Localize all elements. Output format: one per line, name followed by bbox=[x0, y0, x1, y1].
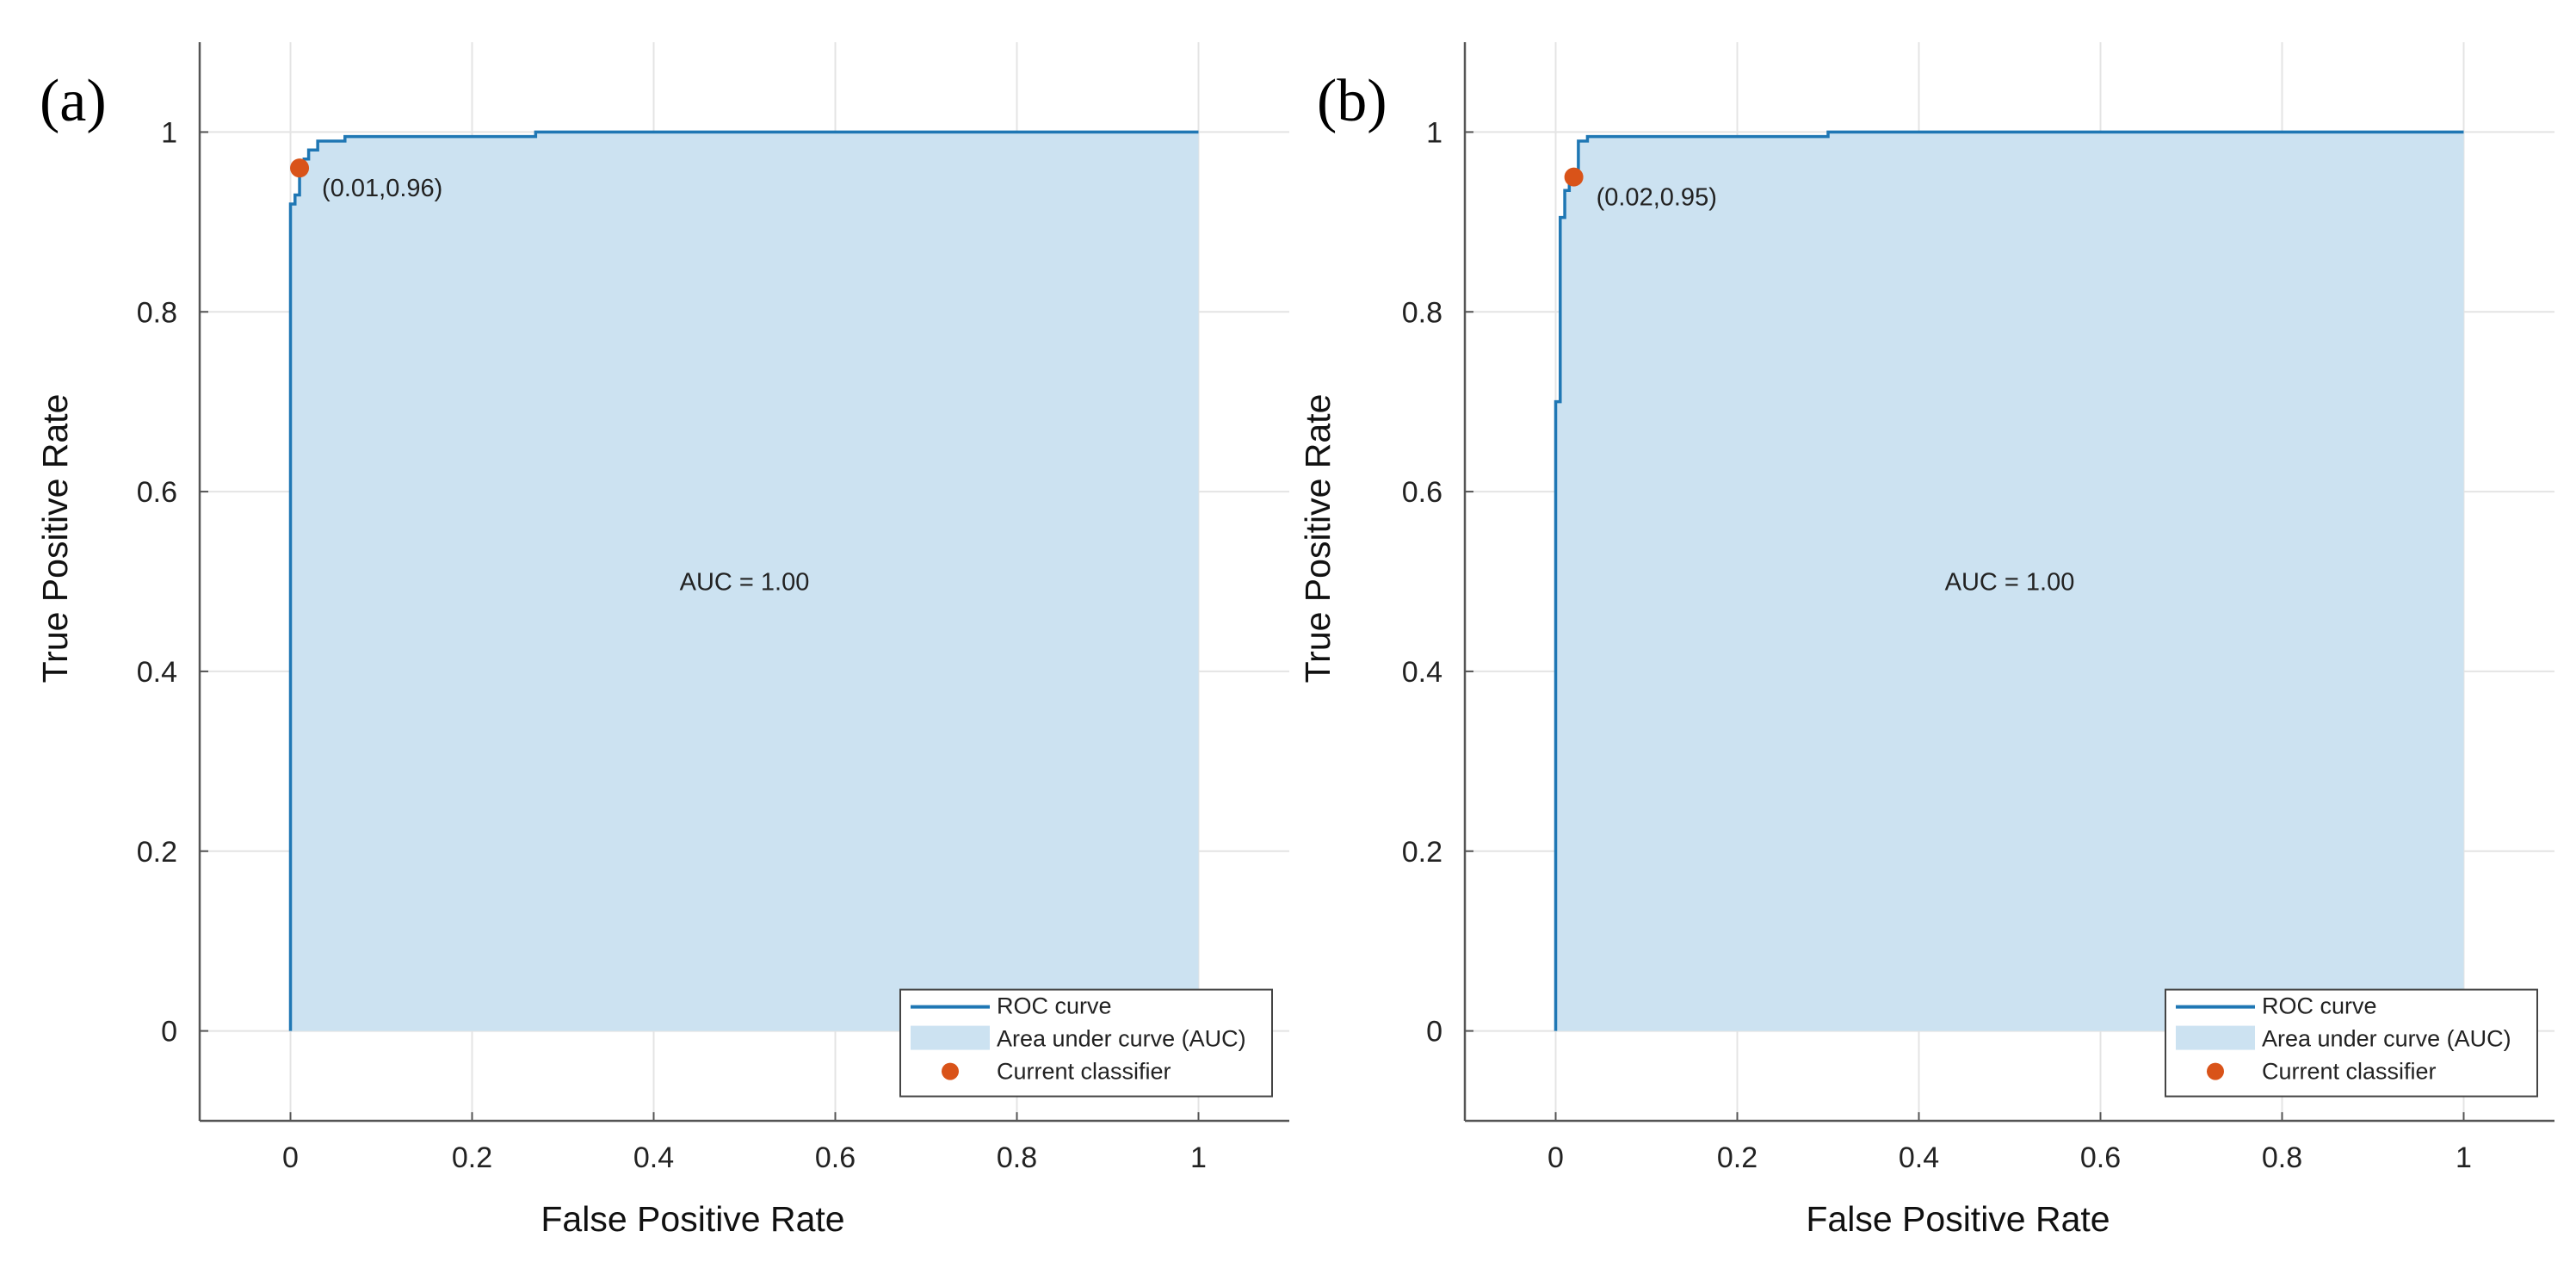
legend-classifier-swatch bbox=[2207, 1062, 2224, 1080]
x-axis-title: False Positive Rate bbox=[541, 1199, 844, 1239]
auc-label: AUC = 1.00 bbox=[1945, 569, 2075, 597]
auc-area bbox=[1555, 132, 2464, 1031]
legend: ROC curve Area under curve (AUC) Current c… bbox=[899, 988, 1273, 1098]
legend: ROC curve Area under curve (AUC) Current c… bbox=[2165, 988, 2538, 1098]
classifier-point-label: (0.02,0.95) bbox=[1597, 184, 1717, 212]
auc-area bbox=[290, 132, 1199, 1031]
legend-classifier-swatch bbox=[942, 1062, 959, 1080]
x-tick-label: 1 bbox=[1190, 1141, 1207, 1174]
legend-entry: ROC curve bbox=[997, 993, 1112, 1019]
y-tick-label: 0.6 bbox=[1402, 476, 1442, 509]
legend-entry: ROC curve bbox=[2262, 993, 2377, 1019]
y-axis-title: True Positive Rate bbox=[35, 394, 75, 684]
classifier-point-label: (0.01,0.96) bbox=[322, 175, 442, 202]
legend-auc-swatch bbox=[911, 1025, 990, 1050]
x-tick-label: 0.2 bbox=[452, 1141, 492, 1174]
auc-label: AUC = 1.00 bbox=[680, 569, 810, 597]
x-tick-label: 0.6 bbox=[815, 1141, 856, 1174]
roc-panel-a: 0 0.2 0.4 0.6 0.8 1 0 0.2 0.4 0.6 0.8 1 False Positi… bbox=[35, 42, 1289, 1239]
y-tick-label: 0.8 bbox=[1402, 296, 1442, 329]
legend-entry: Current classifier bbox=[997, 1059, 1171, 1085]
x-tick-label: 0 bbox=[282, 1141, 299, 1174]
x-tick-label: 0.6 bbox=[2080, 1141, 2121, 1174]
y-tick-label: 0.8 bbox=[137, 296, 177, 329]
y-tick-label: 1 bbox=[1426, 116, 1442, 149]
current-classifier-marker bbox=[1564, 167, 1584, 187]
y-tick-label: 0.4 bbox=[137, 656, 177, 689]
y-axis-title: True Positive Rate bbox=[1298, 394, 1337, 684]
legend-auc-swatch bbox=[2176, 1025, 2255, 1050]
panel-label: (a) bbox=[40, 68, 107, 134]
roc-panel-b: 0 0.2 0.4 0.6 0.8 1 0 0.2 0.4 0.6 0.8 1 False Positi… bbox=[1298, 42, 2554, 1239]
y-tick-label: 0 bbox=[161, 1016, 177, 1049]
legend-entry: Area under curve (AUC) bbox=[997, 1026, 1246, 1052]
x-tick-label: 1 bbox=[2456, 1141, 2472, 1174]
panel-label: (b) bbox=[1317, 68, 1387, 134]
y-tick-label: 0.2 bbox=[137, 836, 177, 869]
x-tick-label: 0.2 bbox=[1717, 1141, 1757, 1174]
current-classifier-marker bbox=[290, 158, 310, 178]
legend-entry: Area under curve (AUC) bbox=[2262, 1026, 2511, 1052]
x-tick-label: 0 bbox=[1547, 1141, 1564, 1174]
x-axis-title: False Positive Rate bbox=[1806, 1199, 2110, 1239]
x-tick-label: 0.8 bbox=[997, 1141, 1037, 1174]
y-tick-label: 0.6 bbox=[137, 476, 177, 509]
y-tick-label: 0.2 bbox=[1402, 836, 1442, 869]
x-tick-label: 0.4 bbox=[1899, 1141, 1939, 1174]
legend-entry: Current classifier bbox=[2262, 1059, 2437, 1085]
roc-curve-line bbox=[288, 130, 1199, 1031]
y-tick-label: 0.4 bbox=[1402, 656, 1442, 689]
y-tick-label: 1 bbox=[161, 116, 177, 149]
y-tick-label: 0 bbox=[1426, 1016, 1442, 1049]
x-tick-label: 0.8 bbox=[2262, 1141, 2302, 1174]
x-tick-label: 0.4 bbox=[633, 1141, 674, 1174]
